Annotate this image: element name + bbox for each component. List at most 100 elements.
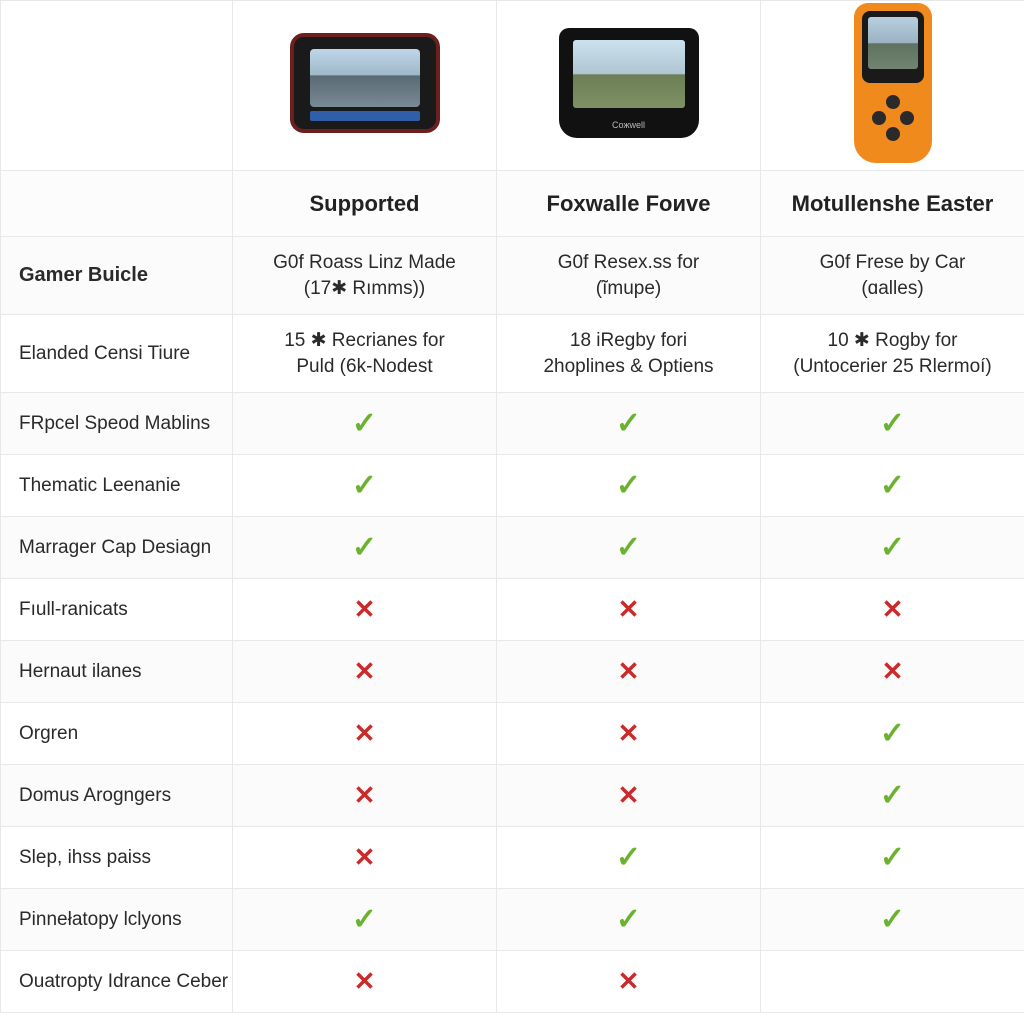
check-icon: ✓ bbox=[352, 903, 377, 936]
product-name: Motullenshe Easter bbox=[761, 171, 1024, 237]
cross-icon: ✕ bbox=[354, 842, 376, 872]
cross-icon: ✕ bbox=[354, 780, 376, 810]
feature-text: G0f Frese by Car(ɑalles) bbox=[761, 237, 1024, 315]
feature-mark: ✕ bbox=[233, 827, 497, 889]
feature-mark: ✕ bbox=[233, 765, 497, 827]
feature-mark: ✓ bbox=[761, 455, 1024, 517]
check-icon: ✓ bbox=[880, 469, 905, 502]
check-icon: ✓ bbox=[880, 531, 905, 564]
cross-icon: ✕ bbox=[354, 594, 376, 624]
check-icon: ✓ bbox=[880, 407, 905, 440]
check-icon: ✓ bbox=[880, 717, 905, 750]
product-image-3 bbox=[846, 3, 940, 163]
feature-label: Hernaut ilanes bbox=[1, 641, 233, 703]
feature-text: 15 ✱ Recrianes forPuld (6k-Nodest bbox=[233, 315, 497, 393]
empty-header bbox=[1, 171, 233, 237]
feature-text-line: 10 ✱ Rogby for bbox=[775, 328, 1010, 354]
feature-label: Ouatropty Idrance Ceber bbox=[1, 951, 233, 1013]
cross-icon: ✕ bbox=[354, 656, 376, 686]
feature-label: Domus Arogngers bbox=[1, 765, 233, 827]
feature-mark bbox=[761, 951, 1024, 1013]
feature-mark: ✓ bbox=[761, 703, 1024, 765]
feature-text-line: G0f Roass Linz Made bbox=[247, 250, 482, 276]
feature-mark: ✓ bbox=[497, 455, 761, 517]
feature-text-line: (ĩmupe) bbox=[511, 276, 746, 302]
empty-corner bbox=[1, 1, 233, 171]
feature-mark: ✓ bbox=[761, 827, 1024, 889]
product-image-2: Coжwell bbox=[559, 28, 699, 138]
cross-icon: ✕ bbox=[882, 656, 904, 686]
feature-label-text: Elanded Censi Tiure bbox=[19, 343, 190, 364]
check-icon: ✓ bbox=[880, 903, 905, 936]
cross-icon: ✕ bbox=[618, 656, 640, 686]
feature-text-line: (ɑalles) bbox=[775, 276, 1010, 302]
feature-label: Thematic Leenanie bbox=[1, 455, 233, 517]
cross-icon: ✕ bbox=[618, 718, 640, 748]
check-icon: ✓ bbox=[616, 841, 641, 874]
feature-mark: ✓ bbox=[761, 765, 1024, 827]
feature-text: 10 ✱ Rogby for(Untocerier 25 Rlermoí) bbox=[761, 315, 1024, 393]
cross-icon: ✕ bbox=[618, 966, 640, 996]
feature-label-text: Domus Arogngers bbox=[19, 785, 171, 806]
feature-label-text: Ouatropty Idrance Ceber bbox=[19, 971, 228, 992]
feature-mark: ✓ bbox=[233, 517, 497, 579]
feature-label-text: Slep, ihss paiss bbox=[19, 847, 151, 868]
feature-mark: ✕ bbox=[497, 951, 761, 1013]
feature-mark: ✕ bbox=[233, 703, 497, 765]
feature-text-line: G0f Reseх.ss for bbox=[511, 250, 746, 276]
product-image-cell bbox=[761, 1, 1024, 171]
feature-mark: ✕ bbox=[761, 579, 1024, 641]
feature-mark: ✕ bbox=[233, 579, 497, 641]
feature-mark: ✓ bbox=[761, 393, 1024, 455]
cross-icon: ✕ bbox=[882, 594, 904, 624]
feature-mark: ✓ bbox=[233, 455, 497, 517]
check-icon: ✓ bbox=[616, 531, 641, 564]
product-name-label: Motullenshe Easter bbox=[792, 191, 994, 216]
cross-icon: ✕ bbox=[618, 594, 640, 624]
feature-label-text: Hernaut ilanes bbox=[19, 661, 142, 682]
feature-label: Orgren bbox=[1, 703, 233, 765]
feature-label: Elanded Censi Tiure bbox=[1, 315, 233, 393]
feature-mark: ✕ bbox=[497, 579, 761, 641]
product-name: Supported bbox=[233, 171, 497, 237]
feature-text-line: 15 ✱ Recrianes for bbox=[247, 328, 482, 354]
feature-label-text: Gamer Buicle bbox=[19, 264, 148, 286]
feature-label-text: Pinnełatopy lclyons bbox=[19, 909, 182, 930]
feature-label-text: FRpcel Speod Mablins bbox=[19, 413, 210, 434]
feature-text: G0f Reseх.ss for(ĩmupe) bbox=[497, 237, 761, 315]
feature-label: Marrager Cap Desiagn bbox=[1, 517, 233, 579]
feature-text-line: (17✱ Rımms)) bbox=[247, 276, 482, 302]
feature-label: Pinnełatopy lclyons bbox=[1, 889, 233, 951]
cross-icon: ✕ bbox=[354, 966, 376, 996]
feature-mark: ✓ bbox=[233, 889, 497, 951]
feature-mark: ✕ bbox=[497, 765, 761, 827]
feature-mark: ✕ bbox=[233, 641, 497, 703]
feature-label-text: Fıull-ranicats bbox=[19, 599, 128, 620]
feature-label-text: Thematic Leenanie bbox=[19, 475, 181, 496]
feature-mark: ✓ bbox=[233, 393, 497, 455]
feature-label: Fıull-ranicats bbox=[1, 579, 233, 641]
check-icon: ✓ bbox=[352, 407, 377, 440]
product-image-cell bbox=[233, 1, 497, 171]
feature-mark: ✕ bbox=[497, 641, 761, 703]
feature-mark: ✕ bbox=[761, 641, 1024, 703]
feature-mark: ✕ bbox=[497, 703, 761, 765]
check-icon: ✓ bbox=[352, 469, 377, 502]
feature-mark: ✓ bbox=[497, 517, 761, 579]
product-name-label: Supported bbox=[310, 191, 420, 216]
feature-text-line: 18 iRegby fori bbox=[511, 328, 746, 354]
check-icon: ✓ bbox=[616, 469, 641, 502]
feature-mark: ✓ bbox=[761, 517, 1024, 579]
feature-label-text: Orgren bbox=[19, 723, 78, 744]
feature-text-line: 2hoplines & Optiens bbox=[511, 354, 746, 380]
check-icon: ✓ bbox=[352, 531, 377, 564]
check-icon: ✓ bbox=[880, 841, 905, 874]
feature-mark: ✓ bbox=[497, 393, 761, 455]
feature-label-text: Marrager Cap Desiagn bbox=[19, 537, 211, 558]
feature-text-line: Puld (6k-Nodest bbox=[247, 354, 482, 380]
check-icon: ✓ bbox=[616, 903, 641, 936]
product-image-1 bbox=[290, 33, 440, 133]
feature-label: FRpcel Speod Mablins bbox=[1, 393, 233, 455]
feature-label: Gamer Buicle bbox=[1, 237, 233, 315]
feature-mark: ✓ bbox=[761, 889, 1024, 951]
